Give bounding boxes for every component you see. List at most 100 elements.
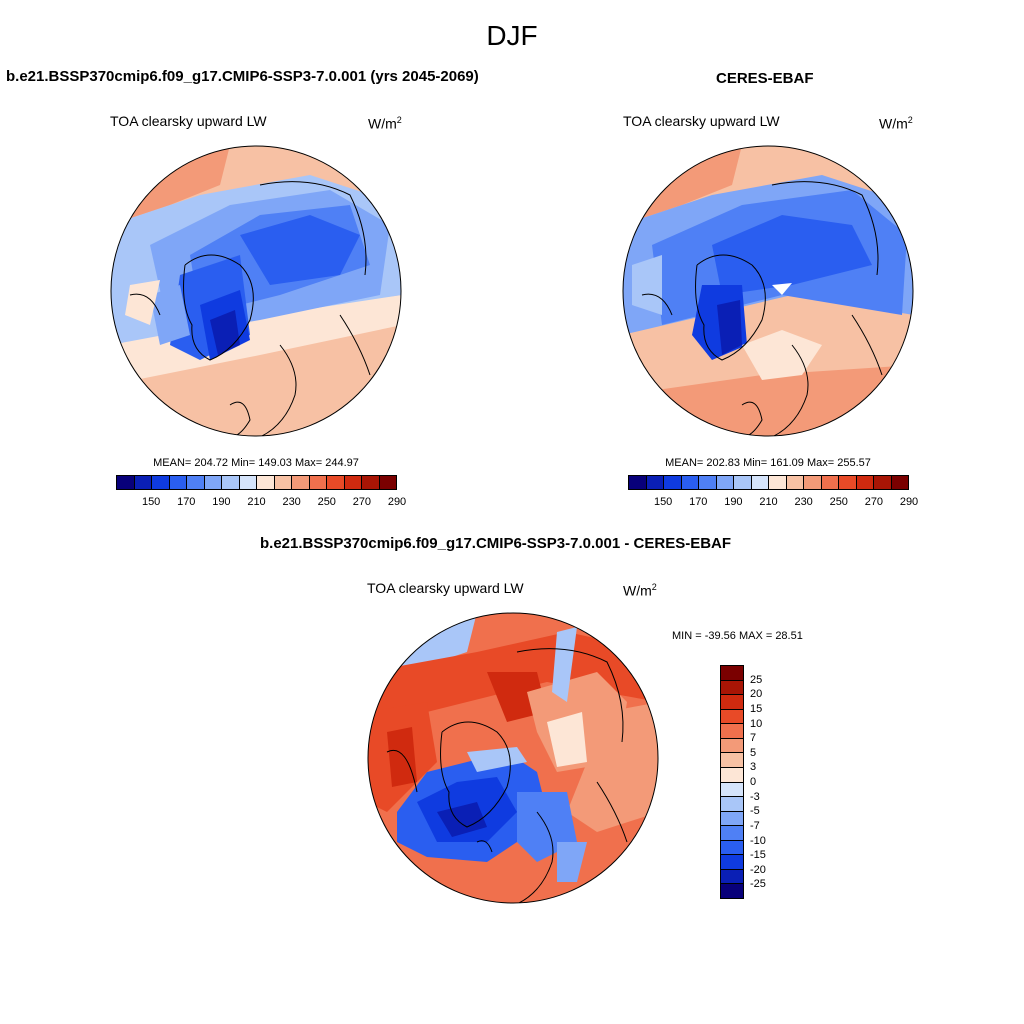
left-colorbar-swatch <box>239 476 257 489</box>
diff-colorbar-swatch <box>721 767 743 783</box>
right-colorbar-swatch <box>786 476 804 489</box>
right-colorbar-ticks: 150 170 190 210 230 250 270 290 <box>628 496 918 510</box>
left-colorbar-swatch <box>362 476 380 489</box>
diff-colorbar-swatch <box>721 797 743 812</box>
diff-colorbar-tick-label: -7 <box>750 819 760 832</box>
right-colorbar-tick-label: 230 <box>794 496 813 508</box>
left-colorbar-swatch <box>257 476 275 489</box>
right-colorbar-swatch <box>804 476 822 489</box>
left-colorbar-tick-label: 290 <box>387 496 407 508</box>
diff-colorbar <box>720 665 744 899</box>
diff-colorbar-swatch <box>721 724 743 739</box>
diff-panel-title: b.e21.BSSP370cmip6.f09_g17.CMIP6-SSP3-7.… <box>260 535 732 552</box>
diff-colorbar-tick-label: -20 <box>750 863 766 876</box>
right-colorbar-swatch <box>699 476 717 489</box>
diff-colorbar-swatch <box>721 884 743 898</box>
right-colorbar-swatch <box>664 476 682 489</box>
right-colorbar-tick-label: 250 <box>829 496 848 508</box>
diff-colorbar-swatch <box>721 666 743 681</box>
diff-colorbar-tick-label: -25 <box>750 878 766 891</box>
diff-unit-label: W/m2 <box>623 582 657 599</box>
right-colorbar-swatch <box>646 476 664 489</box>
right-colorbar-swatch <box>716 476 734 489</box>
left-colorbar-tick-label: 210 <box>247 496 266 508</box>
left-colorbar-swatch <box>169 476 187 489</box>
right-colorbar-tick-label: 270 <box>864 496 884 508</box>
right-colorbar-swatch <box>751 476 769 489</box>
left-colorbar <box>116 475 397 490</box>
left-colorbar-swatch <box>292 476 310 489</box>
right-colorbar-tick-label: 210 <box>759 496 778 508</box>
right-colorbar-tick-label: 290 <box>899 496 919 508</box>
right-colorbar-tick-label: 190 <box>724 496 743 508</box>
diff-colorbar-tick-label: 7 <box>750 732 757 745</box>
diff-colorbar-tick-label: -5 <box>750 805 760 818</box>
right-colorbar-swatch <box>681 476 699 489</box>
diff-colorbar-tick-label: 25 <box>750 673 763 686</box>
left-colorbar-swatch <box>187 476 205 489</box>
left-colorbar-tick-label: 230 <box>282 496 301 508</box>
figure-title: DJF <box>486 20 538 51</box>
diff-colorbar-swatch <box>721 782 743 798</box>
right-colorbar-tick-label: 150 <box>653 496 673 508</box>
diff-colorbar-tick-label: 5 <box>750 746 757 759</box>
diff-colorbar-swatch <box>721 811 743 827</box>
diff-colorbar-swatch <box>721 680 743 696</box>
right-colorbar-tick-label: 170 <box>689 496 708 508</box>
diff-colorbar-tick-label: 10 <box>750 717 763 730</box>
right-colorbar-swatch <box>839 476 857 489</box>
left-colorbar-tick-label: 270 <box>352 496 372 508</box>
right-polar-map <box>622 145 914 437</box>
diff-colorbar-tick-label: -3 <box>750 790 760 803</box>
diff-colorbar-swatch <box>721 869 743 885</box>
right-colorbar-swatch <box>821 476 839 489</box>
left-colorbar-swatch <box>309 476 327 489</box>
diff-colorbar-tick-label: 0 <box>750 776 757 788</box>
left-colorbar-swatch <box>274 476 292 489</box>
diff-colorbar-tick-label: 15 <box>750 702 763 715</box>
right-colorbar <box>628 475 909 490</box>
left-colorbar-swatch <box>117 476 135 489</box>
diff-colorbar-tick-label: -10 <box>750 834 766 847</box>
left-colorbar-tick-label: 150 <box>141 496 161 508</box>
diff-colorbar-swatch <box>721 738 743 754</box>
left-stats: MEAN= 204.72 Min= 149.03 Max= 244.97 <box>153 457 359 469</box>
diff-colorbar-swatch <box>721 840 743 856</box>
left-colorbar-swatch <box>134 476 152 489</box>
diff-colorbar-tick-label: -15 <box>750 849 766 862</box>
diff-colorbar-swatch <box>721 753 743 768</box>
left-colorbar-swatch <box>327 476 345 489</box>
right-variable-label: TOA clearsky upward LW <box>623 113 780 129</box>
left-colorbar-ticks: 150 170 190 210 230 250 270 290 <box>116 496 406 510</box>
left-colorbar-swatch <box>379 476 396 489</box>
right-colorbar-swatch <box>874 476 892 489</box>
right-colorbar-swatch <box>734 476 752 489</box>
left-panel-title: b.e21.BSSP370cmip6.f09_g17.CMIP6-SSP3-7.… <box>6 68 479 85</box>
right-colorbar-swatch <box>629 476 647 489</box>
left-colorbar-tick-label: 190 <box>212 496 231 508</box>
diff-polar-map <box>367 612 659 904</box>
right-colorbar-swatch <box>856 476 874 489</box>
diff-colorbar-swatch <box>721 709 743 725</box>
right-colorbar-swatch <box>891 476 908 489</box>
left-variable-label: TOA clearsky upward LW <box>110 113 267 129</box>
left-colorbar-swatch <box>204 476 222 489</box>
left-colorbar-tick-label: 170 <box>177 496 196 508</box>
diff-stats: MIN = -39.56 MAX = 28.51 <box>672 630 803 642</box>
right-stats: MEAN= 202.83 Min= 161.09 Max= 255.57 <box>665 457 871 469</box>
diff-colorbar-swatch <box>721 855 743 870</box>
diff-colorbar-tick-label: 20 <box>750 688 763 701</box>
right-panel-title: CERES-EBAF <box>716 70 814 87</box>
left-unit-label: W/m2 <box>368 115 402 132</box>
right-colorbar-swatch <box>769 476 787 489</box>
diff-colorbar-swatch <box>721 695 743 710</box>
diff-colorbar-tick-label: 3 <box>750 761 757 774</box>
left-polar-map <box>110 145 402 437</box>
left-colorbar-swatch <box>344 476 362 489</box>
left-colorbar-swatch <box>152 476 170 489</box>
diff-variable-label: TOA clearsky upward LW <box>367 580 524 596</box>
diff-colorbar-swatch <box>721 826 743 841</box>
right-unit-label: W/m2 <box>879 115 913 132</box>
left-colorbar-tick-label: 250 <box>317 496 336 508</box>
diff-colorbar-ticks: 25 20 15 10 7 5 3 0 -3 -5 -7 -10 -15 -20 -25 <box>750 665 790 899</box>
